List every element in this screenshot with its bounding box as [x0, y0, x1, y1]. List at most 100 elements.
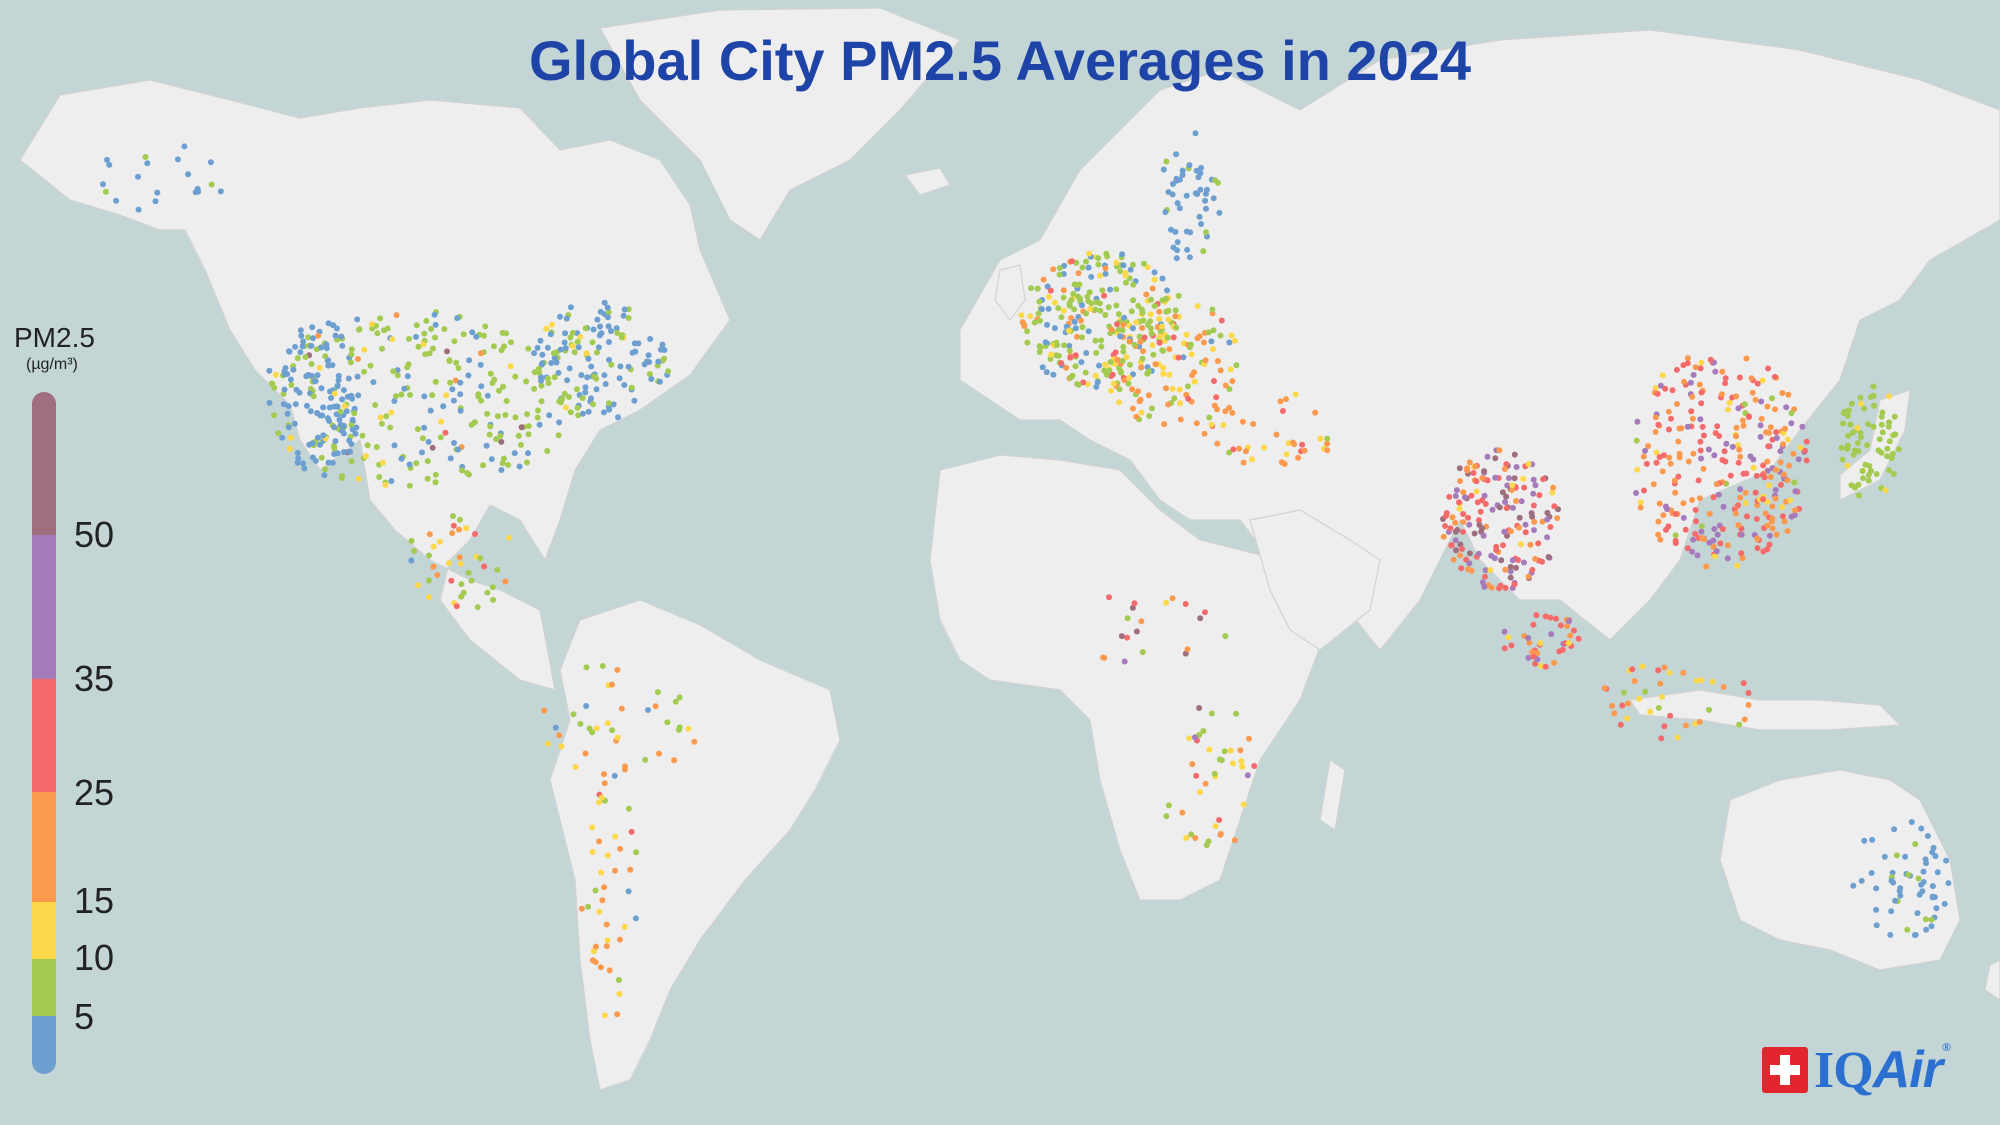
city-marker: [1137, 338, 1144, 345]
city-marker: [1162, 209, 1169, 216]
city-marker: [1550, 484, 1557, 491]
city-marker: [604, 304, 611, 311]
city-marker: [1706, 706, 1712, 713]
city-marker: [393, 393, 399, 400]
city-marker: [1663, 526, 1669, 533]
city-marker: [1757, 433, 1764, 440]
city-marker: [525, 345, 532, 352]
city-marker: [1738, 531, 1745, 538]
city-marker: [505, 461, 512, 468]
city-marker: [596, 332, 603, 339]
city-marker: [428, 325, 435, 332]
city-marker: [1118, 633, 1125, 640]
city-marker: [1538, 662, 1544, 669]
city-marker: [432, 479, 439, 486]
city-marker: [606, 356, 612, 363]
city-marker: [503, 398, 510, 404]
city-marker: [1466, 560, 1473, 567]
city-marker: [1136, 333, 1143, 340]
city-marker: [1856, 492, 1863, 499]
city-marker: [1711, 526, 1718, 532]
city-marker: [466, 357, 473, 364]
city-marker: [1725, 406, 1731, 413]
city-marker: [525, 431, 532, 438]
city-marker: [489, 584, 496, 591]
city-marker: [1886, 393, 1893, 400]
city-marker: [1653, 459, 1660, 466]
city-marker: [331, 424, 338, 431]
city-marker: [1237, 747, 1244, 754]
city-marker: [294, 449, 301, 456]
city-marker: [379, 345, 385, 352]
city-marker: [1159, 323, 1165, 330]
city-marker: [535, 365, 542, 372]
city-marker: [539, 351, 546, 358]
city-marker: [1145, 392, 1152, 399]
city-marker: [1511, 451, 1518, 458]
city-marker: [1643, 460, 1650, 467]
city-marker: [1848, 400, 1855, 407]
city-marker: [1773, 429, 1780, 436]
city-marker: [477, 555, 484, 562]
city-marker: [300, 460, 306, 467]
city-marker: [427, 407, 434, 414]
city-marker: [1043, 369, 1050, 376]
city-marker: [589, 957, 596, 964]
city-marker: [1079, 334, 1085, 341]
city-marker: [456, 516, 463, 523]
page-title: Global City PM2.5 Averages in 2024: [528, 29, 1472, 92]
city-marker: [374, 330, 381, 337]
city-marker: [1482, 567, 1489, 574]
city-marker: [596, 908, 603, 915]
city-marker: [1457, 541, 1464, 548]
city-marker: [633, 849, 640, 856]
city-marker: [632, 348, 639, 355]
city-marker: [1196, 213, 1203, 220]
city-marker: [1734, 562, 1741, 569]
city-marker: [1148, 330, 1155, 337]
city-marker: [1698, 677, 1705, 684]
city-marker: [1782, 425, 1788, 432]
city-marker: [1712, 430, 1719, 436]
australia: [1719, 769, 1961, 971]
legend-tick-35: 35: [74, 658, 115, 699]
city-marker: [557, 346, 564, 353]
city-marker: [1764, 522, 1771, 529]
city-marker: [1471, 530, 1478, 537]
city-marker: [1850, 882, 1857, 889]
city-marker: [563, 404, 569, 411]
city-marker: [535, 407, 541, 414]
city-marker: [1868, 870, 1875, 876]
city-marker: [1163, 599, 1170, 606]
city-marker: [1148, 296, 1154, 303]
city-marker: [185, 171, 192, 178]
city-marker: [1243, 448, 1249, 455]
city-marker: [1719, 368, 1726, 375]
city-marker: [1772, 467, 1779, 473]
city-marker: [406, 461, 413, 468]
city-marker: [1765, 443, 1772, 450]
city-marker: [1200, 248, 1207, 255]
city-marker: [1520, 475, 1527, 482]
city-marker: [1502, 499, 1509, 505]
city-marker: [1481, 468, 1488, 475]
city-marker: [1859, 468, 1866, 475]
city-marker: [1453, 547, 1459, 554]
city-marker: [1698, 389, 1705, 396]
city-marker: [281, 386, 288, 393]
city-marker: [1449, 514, 1456, 521]
city-marker: [1771, 373, 1778, 380]
city-marker: [1499, 489, 1506, 496]
city-marker: [1696, 381, 1703, 388]
city-marker: [1876, 436, 1883, 443]
city-marker: [1888, 877, 1895, 884]
city-marker: [424, 475, 431, 482]
city-marker: [1124, 634, 1131, 641]
city-marker: [293, 386, 300, 393]
city-marker: [310, 335, 316, 342]
city-marker: [610, 401, 617, 408]
city-marker: [1740, 422, 1747, 429]
city-marker: [594, 316, 601, 323]
city-marker: [614, 666, 621, 673]
city-marker: [1075, 381, 1082, 388]
